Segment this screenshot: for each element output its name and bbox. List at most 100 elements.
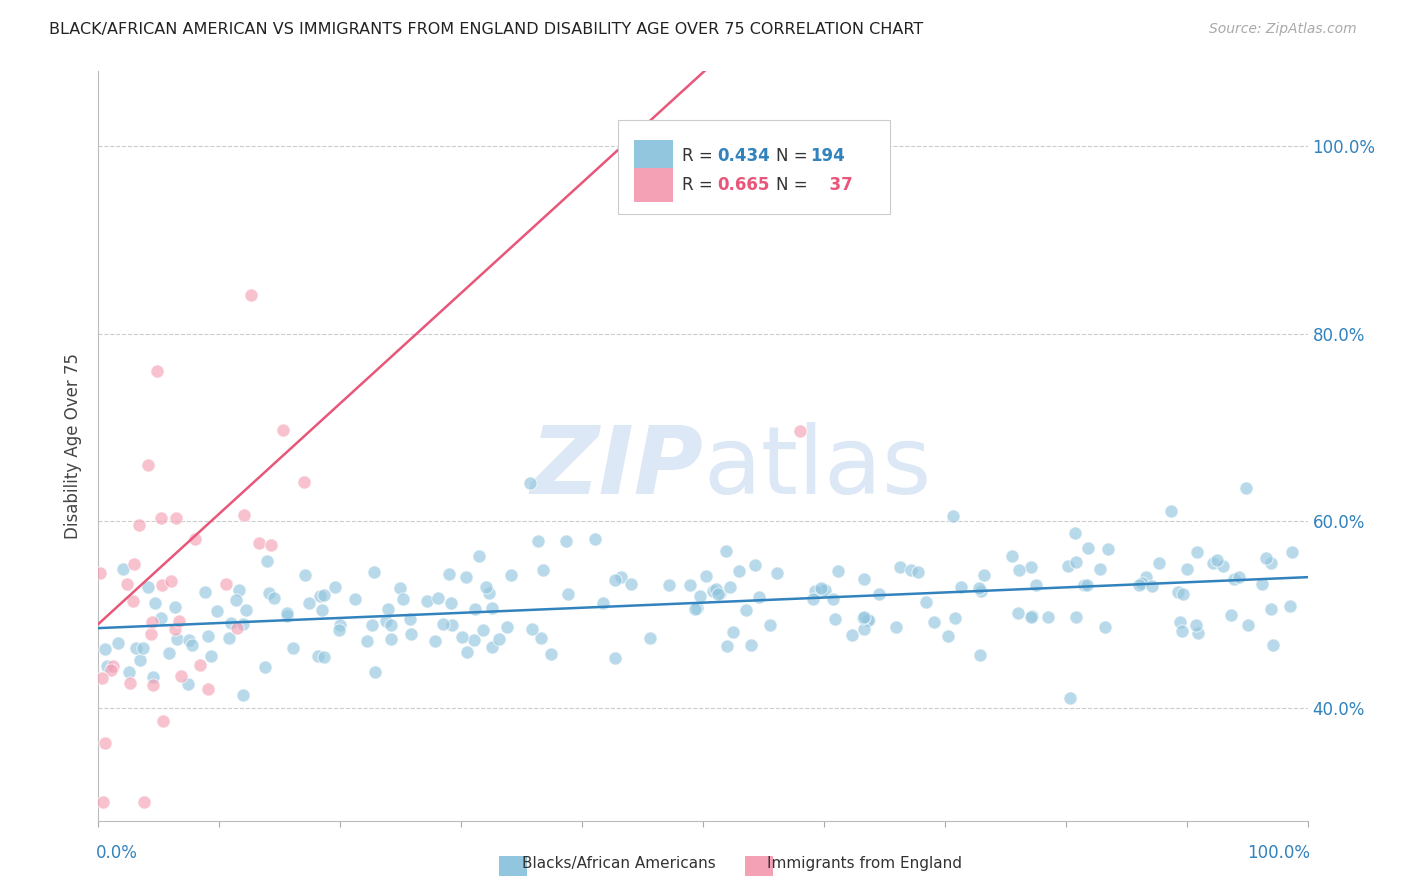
Point bbox=[886, 619, 908, 633]
Point bbox=[841, 628, 863, 642]
Point bbox=[658, 578, 681, 592]
Point bbox=[276, 609, 298, 624]
Point bbox=[122, 594, 145, 608]
Point bbox=[101, 658, 124, 673]
Point bbox=[122, 557, 145, 571]
Point bbox=[1202, 556, 1225, 570]
Point bbox=[1019, 609, 1042, 624]
Point bbox=[1251, 577, 1274, 591]
Point bbox=[709, 586, 731, 600]
Point bbox=[638, 631, 661, 645]
Point bbox=[868, 587, 890, 601]
Point bbox=[312, 650, 335, 665]
Point bbox=[432, 617, 454, 632]
Point bbox=[218, 632, 240, 646]
Point bbox=[1076, 578, 1098, 592]
Point bbox=[583, 532, 606, 546]
Point bbox=[803, 583, 825, 598]
Point bbox=[531, 562, 554, 576]
Point bbox=[439, 596, 461, 610]
Point bbox=[852, 611, 875, 625]
Text: 0.434: 0.434 bbox=[717, 147, 770, 165]
Point bbox=[1173, 587, 1195, 601]
Point bbox=[170, 669, 193, 683]
Text: N =: N = bbox=[776, 147, 813, 165]
Point bbox=[853, 572, 876, 586]
Point bbox=[380, 617, 402, 632]
Point bbox=[1187, 626, 1209, 640]
Point bbox=[519, 476, 541, 491]
Point bbox=[157, 646, 180, 660]
Point bbox=[276, 606, 298, 620]
FancyBboxPatch shape bbox=[634, 139, 672, 174]
Point bbox=[166, 632, 188, 646]
Point bbox=[149, 511, 172, 525]
Point bbox=[1128, 577, 1150, 591]
Point bbox=[263, 591, 285, 605]
Point bbox=[96, 659, 118, 673]
Text: 194: 194 bbox=[811, 147, 845, 165]
Point bbox=[1063, 525, 1085, 540]
Point bbox=[686, 601, 709, 615]
Point bbox=[1263, 638, 1285, 652]
Point bbox=[377, 602, 399, 616]
Point bbox=[475, 581, 498, 595]
Point bbox=[257, 586, 280, 600]
Point bbox=[527, 533, 550, 548]
Point bbox=[298, 596, 321, 610]
Point bbox=[232, 688, 254, 702]
Text: atlas: atlas bbox=[703, 423, 931, 515]
Point bbox=[1149, 556, 1171, 570]
Point bbox=[311, 603, 333, 617]
Point bbox=[165, 511, 187, 525]
Point bbox=[253, 659, 276, 673]
Point bbox=[259, 537, 281, 551]
Point bbox=[689, 589, 711, 603]
Point bbox=[852, 609, 875, 624]
Point bbox=[481, 640, 503, 654]
Point bbox=[714, 543, 737, 558]
Point bbox=[292, 475, 315, 490]
Text: Source: ZipAtlas.com: Source: ZipAtlas.com bbox=[1209, 22, 1357, 37]
Point bbox=[695, 569, 717, 583]
Point bbox=[215, 577, 238, 591]
Point bbox=[900, 563, 922, 577]
Point bbox=[824, 612, 846, 626]
Point bbox=[758, 618, 780, 632]
Point bbox=[1090, 562, 1112, 576]
Point bbox=[94, 736, 117, 750]
Point bbox=[235, 603, 257, 617]
Point bbox=[685, 602, 707, 616]
Point bbox=[159, 574, 181, 588]
Point bbox=[810, 581, 832, 595]
Text: N =: N = bbox=[776, 177, 813, 194]
Point bbox=[309, 590, 332, 604]
Point bbox=[143, 596, 166, 610]
Text: R =: R = bbox=[682, 177, 718, 194]
Point bbox=[471, 624, 494, 638]
Point bbox=[488, 632, 510, 646]
Point bbox=[256, 554, 278, 568]
Point bbox=[679, 577, 702, 591]
Point bbox=[943, 610, 966, 624]
Point bbox=[146, 363, 169, 377]
Point bbox=[1205, 553, 1227, 567]
Point bbox=[361, 618, 384, 632]
Point bbox=[94, 642, 117, 657]
Point bbox=[427, 591, 450, 606]
Point bbox=[1057, 559, 1080, 574]
Point bbox=[1281, 545, 1303, 559]
Point bbox=[1097, 542, 1119, 557]
Point bbox=[1019, 559, 1042, 574]
Point bbox=[388, 582, 411, 596]
Point bbox=[356, 634, 378, 648]
Point bbox=[1185, 618, 1208, 632]
Point bbox=[481, 600, 503, 615]
Point bbox=[467, 549, 489, 563]
Point bbox=[1279, 599, 1302, 613]
Point bbox=[1212, 559, 1234, 574]
Point bbox=[451, 631, 474, 645]
Point bbox=[1025, 577, 1047, 591]
Text: 37: 37 bbox=[818, 177, 852, 194]
Point bbox=[801, 592, 824, 607]
